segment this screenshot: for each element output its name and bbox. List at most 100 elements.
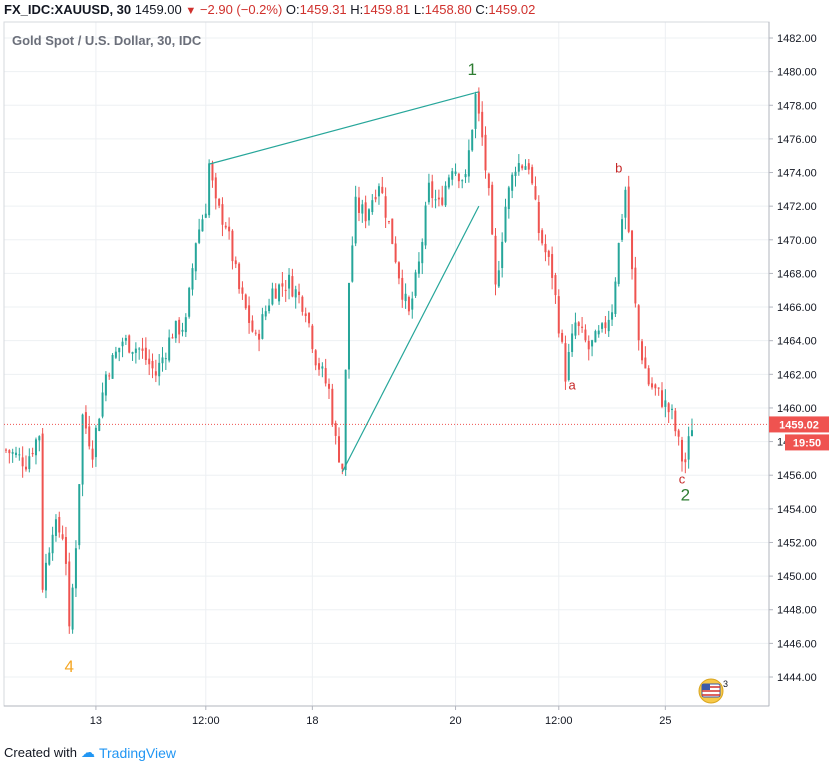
candle	[611, 304, 614, 327]
candle	[487, 172, 490, 196]
trendline[interactable]	[208, 91, 480, 165]
candle	[371, 194, 374, 215]
candle	[551, 246, 554, 290]
wave-label[interactable]: c	[679, 472, 686, 487]
candle	[274, 283, 277, 299]
candle	[64, 526, 67, 576]
candle	[224, 221, 227, 230]
candle	[114, 346, 117, 360]
x-tick-label: 25	[659, 715, 671, 727]
tradingview-brand[interactable]: TradingView	[98, 744, 177, 761]
candle	[304, 307, 307, 323]
candle	[308, 311, 311, 328]
candle	[5, 448, 7, 454]
open-value: 1459.31	[299, 2, 347, 17]
candle	[204, 203, 207, 219]
candle	[268, 298, 271, 314]
candle	[124, 334, 127, 345]
candle	[171, 333, 174, 339]
plot-frame	[3, 21, 770, 707]
candle	[541, 228, 544, 246]
candle	[261, 307, 264, 340]
wave-label[interactable]: b	[615, 161, 622, 176]
candle	[344, 369, 347, 476]
y-tick-label: 1482.00	[777, 33, 817, 45]
x-tick-label: 20	[449, 715, 461, 727]
candle	[397, 261, 400, 285]
trendline[interactable]	[341, 205, 480, 473]
candle	[631, 229, 634, 280]
candle	[651, 377, 654, 390]
candle	[684, 452, 687, 474]
candle	[584, 324, 587, 343]
candle	[474, 91, 477, 139]
wave-annotations: 1 2 4 a b c	[65, 60, 691, 676]
y-tick-label: 1456.00	[777, 470, 817, 482]
flag-count: 3	[723, 679, 728, 689]
price-tag-box	[769, 416, 829, 433]
candle	[84, 405, 87, 434]
current-price-label: 1459.02	[779, 419, 819, 431]
candle	[661, 382, 664, 409]
candle	[564, 335, 567, 390]
candle	[128, 334, 131, 354]
candle	[314, 349, 317, 371]
wave-label[interactable]: a	[568, 377, 576, 392]
wave-label[interactable]: 4	[65, 657, 74, 676]
wave-label[interactable]: 2	[681, 485, 690, 504]
candle	[444, 181, 447, 208]
candle	[148, 349, 151, 376]
candle	[14, 446, 17, 458]
candle	[284, 279, 287, 302]
candle	[504, 198, 507, 243]
candle	[338, 427, 340, 463]
candle	[24, 455, 27, 472]
flag-icon[interactable]	[698, 678, 724, 704]
candle	[364, 195, 367, 229]
candle	[191, 263, 194, 296]
candle	[168, 329, 171, 363]
candle	[258, 329, 261, 352]
candle	[134, 342, 137, 364]
candle	[671, 404, 673, 420]
candle	[181, 322, 184, 337]
candle	[521, 164, 524, 171]
candle	[601, 322, 604, 333]
candle	[144, 337, 147, 365]
candle	[461, 179, 464, 189]
candle	[288, 268, 291, 300]
candle	[571, 324, 574, 357]
candle	[677, 428, 680, 446]
candle	[577, 321, 580, 336]
candle	[421, 238, 424, 275]
y-tick-label: 1454.00	[777, 504, 817, 516]
x-tick-label: 12:00	[192, 715, 220, 727]
candle	[547, 249, 550, 266]
candle	[637, 304, 640, 351]
candle	[511, 172, 514, 199]
candle	[667, 402, 670, 424]
candle	[411, 291, 414, 319]
candle	[341, 463, 344, 475]
y-tick-label: 1446.00	[777, 638, 817, 650]
candle	[674, 407, 677, 437]
candle	[664, 389, 667, 418]
y-tick-label: 1444.00	[777, 672, 817, 684]
low-label: L:	[413, 2, 425, 17]
y-tick-label: 1480.00	[777, 67, 817, 79]
candle	[328, 378, 331, 399]
countdown-box	[785, 434, 829, 451]
candle	[557, 289, 560, 338]
y-tick-label: 1448.00	[777, 605, 817, 617]
candle	[484, 126, 487, 179]
candle	[374, 189, 377, 203]
candle	[574, 312, 577, 340]
wave-label[interactable]: 1	[467, 60, 476, 79]
high-label: H:	[350, 2, 364, 17]
candle	[74, 540, 77, 598]
candle	[238, 262, 241, 294]
down-arrow-icon: ▼	[185, 5, 197, 17]
candle	[141, 337, 144, 359]
